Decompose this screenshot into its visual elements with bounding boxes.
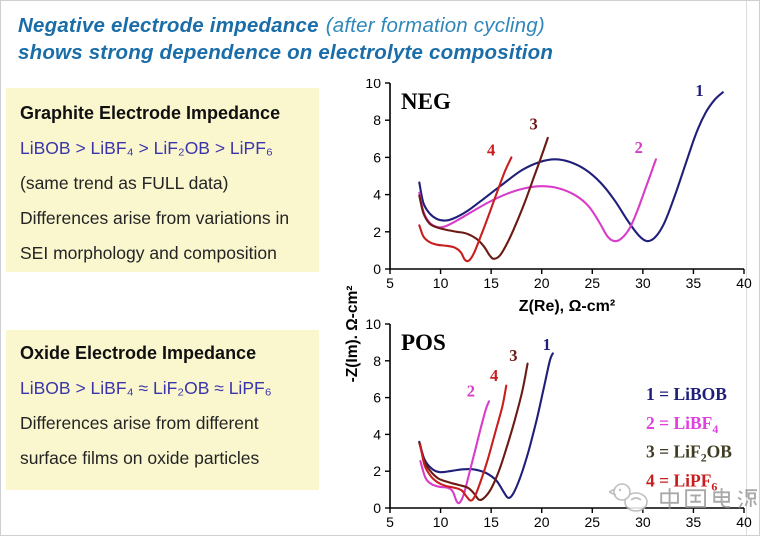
- x-tick-label: 35: [686, 514, 702, 530]
- title-line1-main: Negative electrode impedance: [18, 14, 319, 37]
- x-axis-label: Z(Re), Ω-cm²: [519, 298, 615, 315]
- graphite-box-note-3: SEI morphology and composition: [20, 243, 277, 263]
- watermark-cjk-text: [660, 488, 758, 510]
- panel-label: POS: [401, 330, 446, 355]
- series-number-label-4: 4: [487, 141, 495, 160]
- watermark-char-4: [737, 489, 758, 509]
- x-tick-label: 25: [584, 275, 600, 291]
- y-tick-label: 10: [365, 319, 381, 332]
- slide-edge-line: [746, 1, 747, 535]
- x-tick-label: 10: [433, 275, 449, 291]
- y-tick-label: 4: [373, 187, 381, 203]
- x-tick-label: 40: [736, 514, 752, 530]
- x-tick-label: 30: [635, 514, 651, 530]
- series-number-label-3: 3: [509, 346, 517, 365]
- watermark-graphic: [607, 483, 758, 512]
- x-tick-label: 30: [635, 275, 651, 291]
- series-number-label-1: 1: [543, 335, 551, 354]
- slide-title: Negative electrode impedance (after forma…: [18, 12, 553, 66]
- series-curve-4: [418, 156, 513, 263]
- watermark-char-2: [685, 489, 706, 508]
- watermark: [607, 472, 759, 518]
- panel-label: NEG: [401, 89, 451, 114]
- title-line-1: Negative electrode impedance (after forma…: [18, 12, 553, 39]
- y-tick-label: 0: [373, 500, 381, 516]
- series-number-label-2: 2: [635, 138, 643, 157]
- series-curve-3: [418, 362, 529, 502]
- x-tick-label: 20: [534, 275, 550, 291]
- x-tick-label: 20: [534, 514, 550, 530]
- graphite-impedance-box: Graphite Electrode Impedance LiBOB > LiB…: [6, 88, 319, 272]
- oxide-impedance-box: Oxide Electrode Impedance LiBOB > LiBF₄ …: [6, 330, 319, 490]
- graphite-impedance-order: LiBOB > LiBF₄ > LiF₂OB > LiPF₆: [20, 138, 273, 158]
- legend-entry-4: 4 = LiPF6: [646, 470, 717, 493]
- y-tick-label: 0: [373, 261, 381, 277]
- series-curve-2: [418, 158, 658, 243]
- watermark-char-3: [713, 488, 730, 508]
- y-tick-label: 4: [373, 426, 381, 442]
- y-tick-label: 10: [365, 79, 381, 91]
- y-tick-label: 2: [373, 463, 381, 479]
- series-number-label-3: 3: [529, 115, 537, 134]
- x-tick-label: 25: [584, 514, 600, 530]
- y-tick-label: 8: [373, 353, 381, 369]
- series-number-label-4: 4: [490, 366, 498, 385]
- watermark-char-1: [660, 488, 679, 510]
- graphite-box-note-1: (same trend as FULL data): [20, 173, 229, 193]
- oxide-box-note-2: surface films on oxide particles: [20, 448, 260, 468]
- neg-impedance-chart: 5 10 15 20 25 30 35 40 0 2 4 6 8 10 NEG Z(Re), Ω-cm² 1 2 3…: [365, 79, 752, 315]
- y-tick-label: 6: [373, 149, 381, 165]
- title-line1-parenthetical: (after formation cycling): [325, 14, 545, 37]
- x-tick-label: 10: [433, 514, 449, 530]
- x-tick-label: 40: [736, 275, 752, 291]
- x-tick-label: 5: [386, 514, 394, 530]
- legend-entry-1: 1 = LiBOB: [646, 384, 727, 404]
- graphite-box-note-2: Differences arise from variations in: [20, 208, 290, 228]
- oxide-box-note-1: Differences arise from different: [20, 413, 259, 433]
- series-curve-4: [419, 384, 508, 502]
- series-number-label-1: 1: [695, 81, 703, 100]
- legend-entry-2: 2 = LiBF4: [646, 413, 718, 436]
- title-line-2: shows strong dependence on electrolyte c…: [18, 41, 554, 64]
- series-curve-1: [418, 91, 724, 243]
- oxide-box-heading: Oxide Electrode Impedance: [20, 343, 257, 363]
- series-number-label-2: 2: [467, 382, 475, 401]
- series-curve-2: [419, 400, 491, 505]
- y-tick-label: 2: [373, 224, 381, 240]
- y-axis-label: -Z(Im). Ω-cm²: [344, 285, 361, 383]
- x-tick-label: 15: [483, 514, 499, 530]
- legend-entry-3: 3 = LiF2OB: [646, 442, 732, 465]
- x-tick-label: 35: [686, 275, 702, 291]
- series-curve-1: [418, 352, 554, 499]
- series-curve-3: [418, 136, 549, 260]
- y-tick-label: 8: [373, 112, 381, 128]
- watermark-bird-logo: [607, 483, 648, 512]
- y-tick-label: 6: [373, 390, 381, 406]
- graphite-box-heading: Graphite Electrode Impedance: [20, 103, 281, 123]
- x-tick-label: 15: [483, 275, 499, 291]
- x-tick-label: 5: [386, 275, 394, 291]
- oxide-impedance-order: LiBOB > LiBF₄ ≈ LiF₂OB ≈ LiPF₆: [20, 378, 272, 398]
